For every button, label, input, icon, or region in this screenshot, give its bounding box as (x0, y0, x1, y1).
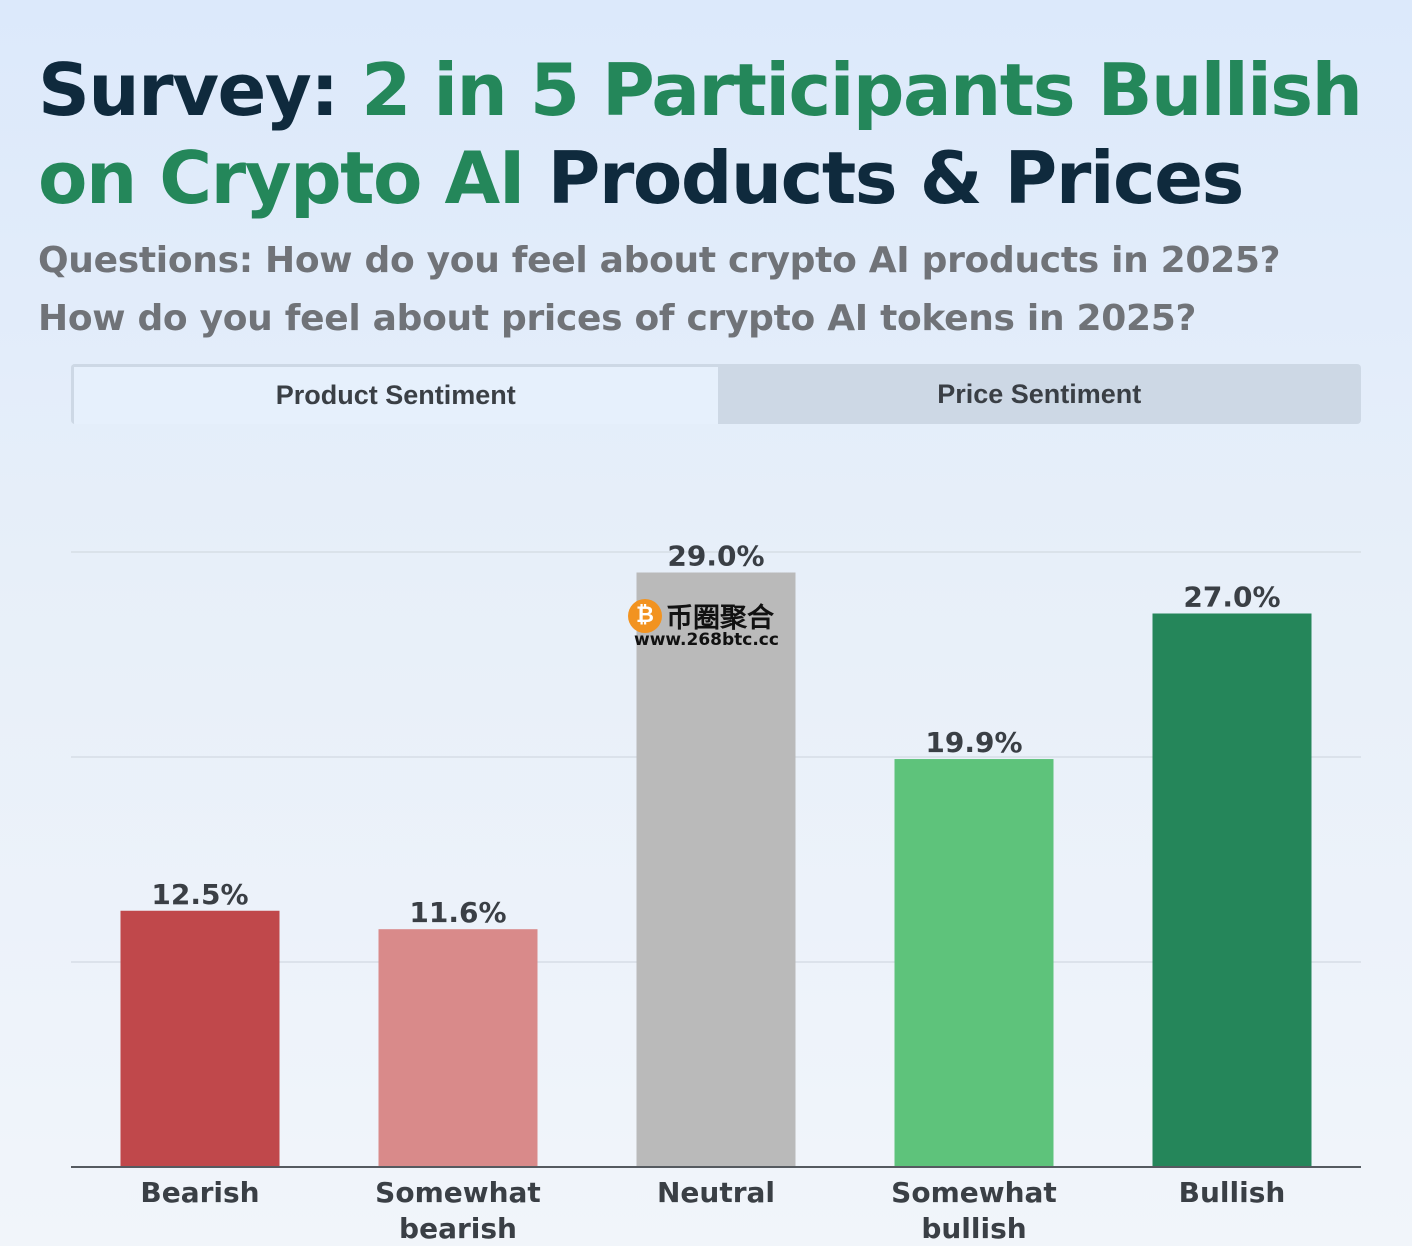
title-part-survey: Survey: (38, 48, 362, 132)
category-label: Somewhat (891, 1176, 1057, 1209)
bar (120, 910, 280, 1167)
bitcoin-icon: ₿ (628, 599, 662, 633)
category-label: bearish (399, 1212, 517, 1245)
category-label: Bullish (1179, 1176, 1286, 1209)
subtitle-question-1: Questions: How do you feel about crypto … (38, 240, 1281, 281)
category-label: Neutral (657, 1176, 775, 1209)
category-label: bullish (921, 1212, 1026, 1245)
tab-product-sentiment[interactable]: Product Sentiment (71, 364, 718, 424)
watermark-name: 币圈聚合 (666, 603, 774, 634)
bar (894, 759, 1054, 1167)
chart-title: Survey: 2 in 5 Participants Bullish on C… (38, 46, 1398, 222)
title-part-highlight-1: 2 in 5 Participants Bullish (361, 48, 1363, 132)
title-part-highlight-2: on Crypto AI (38, 136, 526, 220)
watermark: ₿ 币圈聚合 www.268btc.cc (628, 596, 798, 654)
bar (636, 572, 796, 1167)
category-label: Somewhat (375, 1176, 541, 1209)
bar (378, 929, 538, 1167)
data-label: 19.9% (925, 726, 1022, 759)
sentiment-tabs: Product Sentiment Price Sentiment (71, 364, 1361, 424)
data-label: 12.5% (151, 878, 248, 911)
category-label: Bearish (140, 1176, 259, 1209)
subtitle-question-2: How do you feel about prices of crypto A… (38, 298, 1197, 339)
watermark-url: www.268btc.cc (634, 630, 779, 650)
bar (1152, 613, 1312, 1167)
bar-chart: 12.5%Bearish11.6%Somewhatbearish29.0%Neu… (71, 540, 1361, 1245)
tab-price-sentiment[interactable]: Price Sentiment (937, 378, 1142, 409)
data-label: 29.0% (667, 540, 764, 573)
data-label: 27.0% (1183, 581, 1280, 614)
chart-subtitle: Questions: How do you feel about crypto … (38, 232, 1398, 348)
data-label: 11.6% (409, 896, 506, 929)
title-part-products-prices: Products & Prices (524, 136, 1245, 220)
